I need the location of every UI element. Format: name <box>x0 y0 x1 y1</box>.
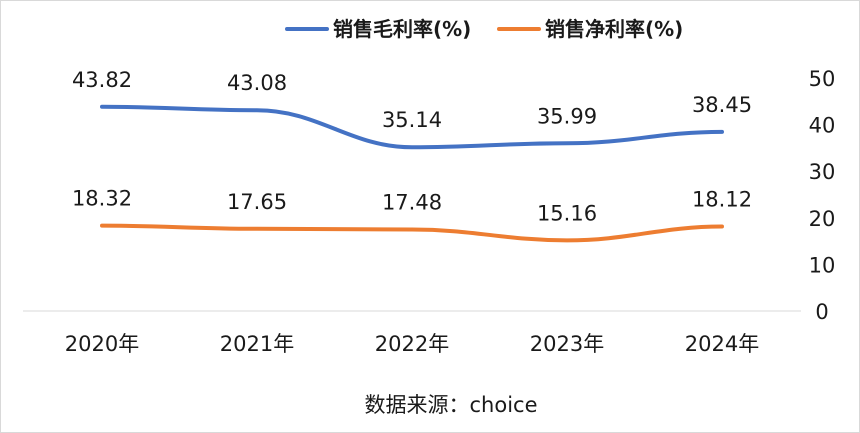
data-point <box>100 224 104 228</box>
legend: 销售毛利率(%) 销售净利率(%) <box>285 17 683 41</box>
legend-label-1: 销售毛利率(%) <box>333 17 471 41</box>
data-label: 17.65 <box>227 190 287 214</box>
series-line-2 <box>100 223 724 243</box>
data-point <box>565 238 569 242</box>
data-point <box>100 105 104 109</box>
x-category-label: 2020年 <box>65 332 139 356</box>
x-axis-categories: 2020年 2021年 2022年 2023年 2024年 <box>65 332 759 356</box>
series-lines <box>100 104 724 243</box>
data-label: 17.48 <box>382 191 442 215</box>
data-label: 35.99 <box>537 104 597 128</box>
data-label: 18.12 <box>692 188 752 212</box>
data-label: 43.08 <box>227 71 287 95</box>
data-label: 43.82 <box>72 68 132 92</box>
data-point <box>255 108 259 112</box>
data-labels: 43.82 43.08 35.14 35.99 38.45 18.32 17.65 17.48… <box>72 68 752 226</box>
y-tick-label: 10 <box>809 253 836 277</box>
data-point <box>720 225 724 229</box>
x-category-label: 2024年 <box>685 332 759 356</box>
y-tick-label: 50 <box>809 67 836 91</box>
data-point <box>565 141 569 145</box>
y-tick-label: 0 <box>815 300 828 324</box>
data-label: 15.16 <box>537 201 597 225</box>
data-label: 18.32 <box>72 187 132 211</box>
data-point <box>410 228 414 232</box>
data-label: 38.45 <box>692 93 752 117</box>
data-point <box>410 145 414 149</box>
y-tick-label: 40 <box>809 114 836 138</box>
legend-label-2: 销售净利率(%) <box>545 17 683 41</box>
y-tick-label: 30 <box>809 160 836 184</box>
y-tick-label: 20 <box>809 207 836 231</box>
x-category-label: 2023年 <box>530 332 604 356</box>
source-note: 数据来源：choice <box>364 393 537 417</box>
data-point <box>255 227 259 231</box>
x-category-label: 2022年 <box>375 332 449 356</box>
data-label: 35.14 <box>382 108 442 132</box>
x-category-label: 2021年 <box>220 332 294 356</box>
data-point <box>720 130 724 134</box>
y-axis-ticks: 0 10 20 30 40 50 <box>809 67 836 324</box>
